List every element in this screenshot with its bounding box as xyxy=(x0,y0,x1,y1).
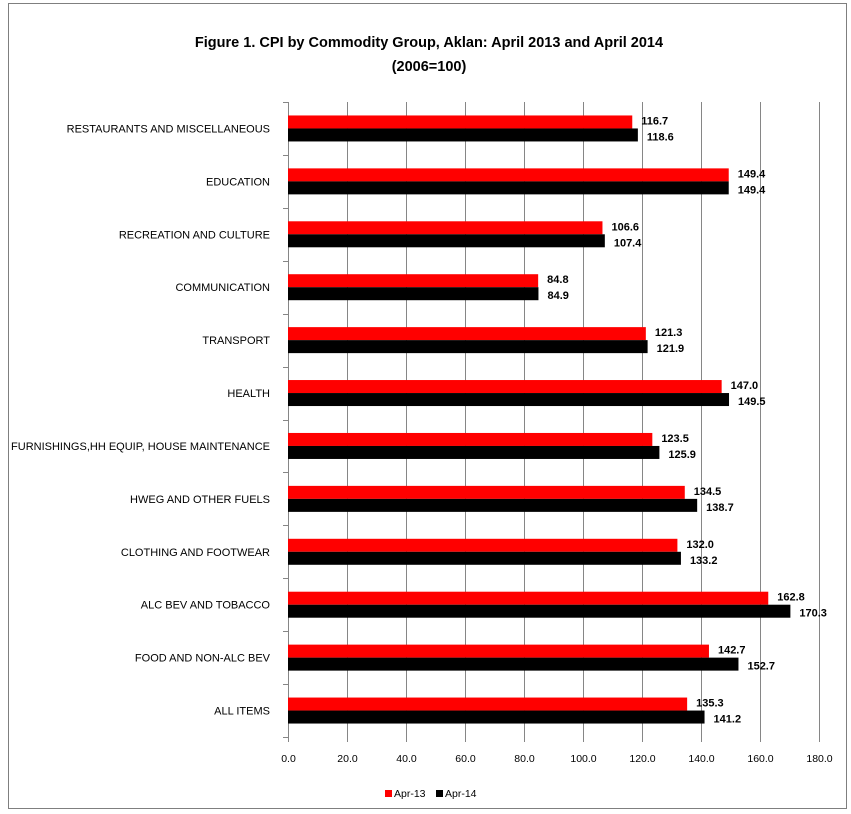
data-label: 162.8 xyxy=(777,592,805,604)
data-label: 170.3 xyxy=(799,608,827,620)
bar xyxy=(288,538,678,552)
bar xyxy=(288,710,705,724)
bar xyxy=(288,591,769,605)
data-label: 84.8 xyxy=(547,274,568,286)
x-tick-label: 180.0 xyxy=(806,753,832,765)
bar xyxy=(288,287,539,301)
bar xyxy=(288,380,722,394)
bar xyxy=(288,168,729,182)
bar xyxy=(288,432,653,446)
data-label: 149.5 xyxy=(738,396,766,408)
category-label: FURNISHINGS,HH EQUIP, HOUSE MAINTENANCE xyxy=(11,441,270,453)
legend-label-apr13: Apr-13 xyxy=(394,788,426,800)
data-label: 135.3 xyxy=(696,698,724,710)
x-tick-label: 100.0 xyxy=(570,753,596,765)
x-tick-label: 120.0 xyxy=(629,753,655,765)
data-label: 123.5 xyxy=(661,433,689,445)
bar xyxy=(288,274,539,288)
bar xyxy=(288,181,729,195)
bar xyxy=(288,340,648,354)
x-tick-label: 160.0 xyxy=(747,753,773,765)
data-label: 121.9 xyxy=(657,343,685,355)
bar xyxy=(288,644,709,658)
category-label: ALL ITEMS xyxy=(214,706,270,718)
chart-subtitle: (2006=100) xyxy=(392,59,467,75)
bar xyxy=(288,697,688,711)
bar xyxy=(288,604,791,618)
bar xyxy=(288,115,633,129)
bar xyxy=(288,498,698,512)
bar xyxy=(288,485,685,499)
category-label: COMMUNICATION xyxy=(175,282,270,294)
data-label: 142.7 xyxy=(718,645,746,657)
category-label: EDUCATION xyxy=(206,176,270,188)
legend-swatch-apr13 xyxy=(385,790,392,797)
category-label: HEALTH xyxy=(227,388,270,400)
bar xyxy=(288,393,730,407)
data-label: 141.2 xyxy=(714,714,742,726)
x-tick-label: 40.0 xyxy=(396,753,417,765)
chart-title: Figure 1. CPI by Commodity Group, Aklan:… xyxy=(195,35,663,51)
bar xyxy=(288,234,605,248)
left-margin xyxy=(0,0,8,814)
bar xyxy=(288,327,646,341)
x-tick-label: 140.0 xyxy=(688,753,714,765)
plot-area: 0.0 20.0 40.0 60.0 80.0 100.0 120.0 140.0 160.0 1… xyxy=(11,102,833,765)
category-label: RECREATION AND CULTURE xyxy=(119,229,270,241)
category-label: TRANSPORT xyxy=(202,335,270,347)
data-label: 84.9 xyxy=(547,290,568,302)
legend-swatch-apr14 xyxy=(436,790,443,797)
x-tick-label: 20.0 xyxy=(337,753,358,765)
bar xyxy=(288,551,681,565)
data-label: 149.4 xyxy=(738,184,766,196)
data-label: 125.9 xyxy=(668,449,696,461)
category-label: FOOD AND NON-ALC BEV xyxy=(135,653,271,665)
data-label: 116.7 xyxy=(641,115,668,127)
bar xyxy=(288,445,660,459)
legend-label-apr14: Apr-14 xyxy=(445,788,477,800)
data-label: 118.6 xyxy=(647,131,674,143)
bar xyxy=(288,128,638,142)
category-label: ALC BEV AND TOBACCO xyxy=(141,600,271,612)
x-tick-label: 0.0 xyxy=(281,753,296,765)
data-label: 121.3 xyxy=(655,327,683,339)
data-label: 138.7 xyxy=(706,502,734,514)
data-label: 133.2 xyxy=(690,555,718,567)
bar xyxy=(288,221,603,235)
category-label: HWEG AND OTHER FUELS xyxy=(130,494,270,506)
data-label: 107.4 xyxy=(614,237,642,249)
data-label: 147.0 xyxy=(731,380,759,392)
legend: Apr-13 Apr-14 xyxy=(385,788,477,800)
x-tick-label: 80.0 xyxy=(514,753,535,765)
category-label: CLOTHING AND FOOTWEAR xyxy=(121,547,270,559)
data-label: 149.4 xyxy=(738,168,766,180)
data-label: 134.5 xyxy=(694,486,722,498)
category-label: RESTAURANTS AND MISCELLANEOUS xyxy=(67,123,270,135)
data-label: 132.0 xyxy=(686,539,714,551)
data-label: 152.7 xyxy=(747,661,775,673)
data-label: 106.6 xyxy=(611,221,639,233)
bar xyxy=(288,657,739,671)
x-tick-label: 60.0 xyxy=(455,753,476,765)
